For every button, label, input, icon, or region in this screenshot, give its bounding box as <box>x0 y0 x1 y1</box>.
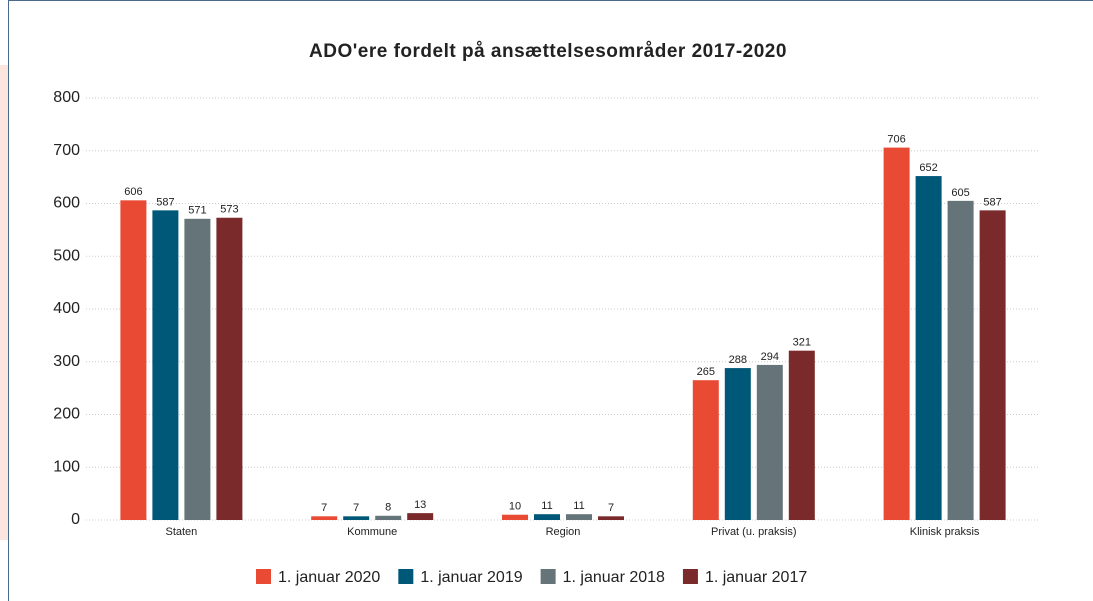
legend-swatch <box>256 569 271 584</box>
bar <box>120 200 147 520</box>
data-label: 8 <box>385 502 391 514</box>
legend-label: 1. januar 2019 <box>420 569 522 586</box>
data-label: 706 <box>887 133 905 145</box>
bar <box>724 368 751 520</box>
y-tick-label: 300 <box>53 353 80 370</box>
bar <box>216 217 243 520</box>
bar <box>598 516 624 520</box>
legend-label: 1. januar 2020 <box>278 569 380 586</box>
y-tick-label: 700 <box>53 142 80 159</box>
bar <box>756 364 783 520</box>
x-tick-label: Privat (u. praksis) <box>711 526 797 538</box>
bar <box>502 514 528 520</box>
data-label: 265 <box>697 366 715 378</box>
bar <box>534 514 560 520</box>
y-tick-label: 400 <box>53 300 80 317</box>
bar <box>883 147 910 520</box>
bar <box>915 176 942 520</box>
bar <box>375 515 402 520</box>
data-label: 605 <box>951 187 969 199</box>
x-tick-label: Klinisk praksis <box>910 526 980 538</box>
bar <box>311 516 338 520</box>
data-label: 587 <box>156 196 174 208</box>
bar <box>947 200 974 521</box>
data-label: 13 <box>414 499 426 511</box>
y-tick-label: 600 <box>53 195 80 212</box>
x-tick-label: Kommune <box>347 526 397 538</box>
y-tick-label: 0 <box>71 511 80 528</box>
bar <box>152 210 179 521</box>
data-label: 10 <box>509 501 521 513</box>
data-label: 606 <box>124 186 142 198</box>
y-tick-label: 800 <box>53 89 80 106</box>
bar <box>184 218 211 521</box>
legend-swatch <box>398 569 414 584</box>
x-tick-label: Region <box>546 526 581 538</box>
chart-title: ADO'ere fordelt på ansættelsesområder 20… <box>309 41 787 62</box>
data-label: 573 <box>220 204 238 216</box>
side-strip <box>0 65 8 540</box>
y-tick-label: 100 <box>53 458 80 475</box>
y-tick-label: 200 <box>53 406 80 423</box>
bar <box>692 380 719 520</box>
legend-label: 1. januar 2018 <box>563 569 665 586</box>
y-tick-label: 500 <box>53 247 80 264</box>
data-label: 288 <box>729 354 747 366</box>
legend-swatch <box>682 569 698 584</box>
data-label: 11 <box>573 500 584 512</box>
legend-label: 1. januar 2017 <box>705 569 807 586</box>
data-label: 321 <box>793 337 811 349</box>
legend-swatch <box>540 569 556 584</box>
data-label: 587 <box>983 196 1001 208</box>
bar <box>407 513 434 520</box>
data-label: 7 <box>608 502 614 514</box>
data-label: 7 <box>321 502 327 514</box>
data-label: 294 <box>761 351 779 363</box>
data-label: 11 <box>541 500 552 512</box>
bar <box>979 210 1006 521</box>
data-label: 652 <box>919 162 937 174</box>
data-label: 571 <box>188 205 206 217</box>
bar <box>566 514 592 520</box>
x-tick-label: Staten <box>165 526 197 538</box>
bar <box>788 350 815 520</box>
data-label: 7 <box>353 502 359 514</box>
bar <box>343 516 370 520</box>
